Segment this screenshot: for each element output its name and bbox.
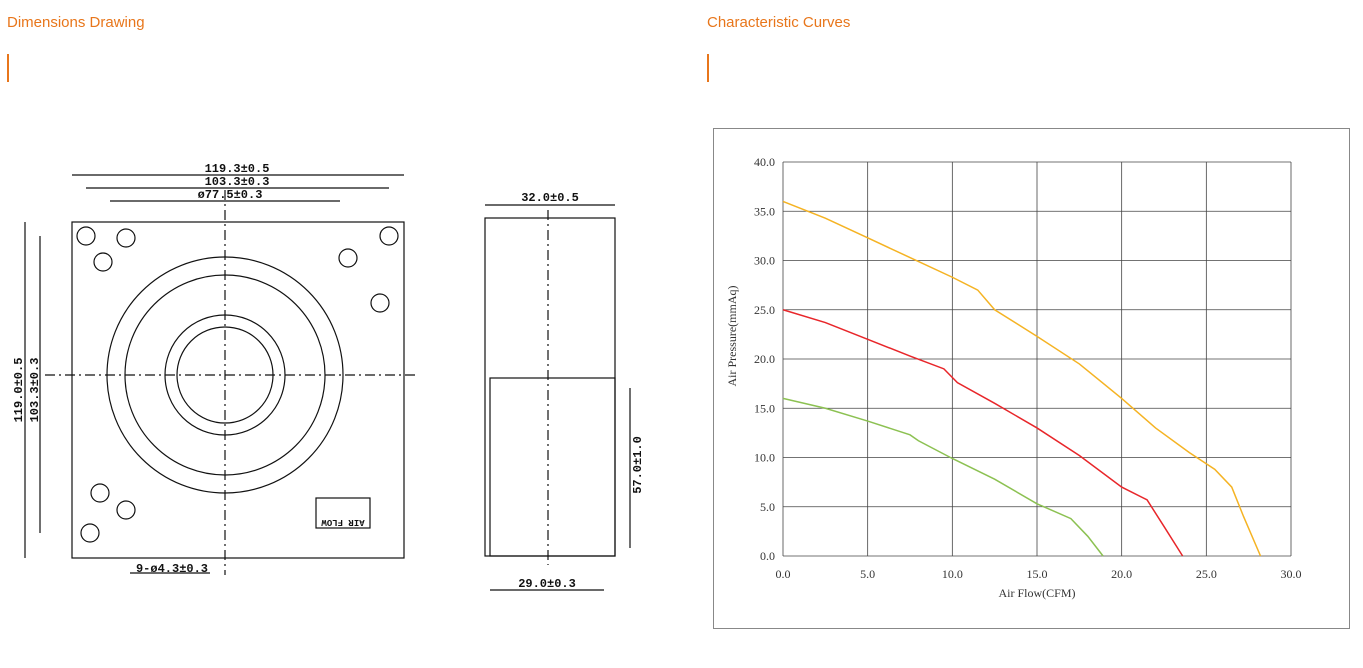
- dimensions-drawing: 119.3±0.5 103.3±0.3 ø77.5±0.3 119.0±0.5 …: [12, 162, 645, 591]
- hole: [379, 226, 399, 246]
- outline: [71, 221, 405, 559]
- hole: [80, 523, 100, 543]
- dim-label: ø77.5±0.3: [198, 188, 263, 202]
- x-tick-label: 25.0: [1196, 567, 1217, 581]
- hole: [93, 252, 113, 272]
- y-tick-label: 10.0: [754, 451, 775, 465]
- y-tick-label: 25.0: [754, 303, 775, 317]
- dim-label: 57.0±1.0: [631, 436, 645, 494]
- side-outlet: [489, 377, 616, 557]
- dim-label: 103.3±0.3: [28, 358, 42, 423]
- dim-label: 119.3±0.5: [205, 162, 270, 176]
- hole: [338, 248, 358, 268]
- hole: [76, 226, 96, 246]
- x-tick-label: 0.0: [776, 567, 791, 581]
- series-line: [782, 397, 1104, 557]
- dim-label: 29.0±0.3: [518, 577, 576, 591]
- y-tick-label: 35.0: [754, 204, 775, 218]
- y-tick-label: 30.0: [754, 254, 775, 268]
- y-tick-label: 20.0: [754, 352, 775, 366]
- accent-bar: [7, 54, 9, 82]
- section-title: Characteristic Curves: [707, 14, 851, 31]
- airflow-label: AIR FLOW: [321, 517, 365, 527]
- dim-label: 119.0±0.5: [12, 358, 26, 423]
- hole: [116, 228, 136, 248]
- x-tick-label: 5.0: [860, 567, 875, 581]
- dim-label: 103.3±0.3: [205, 175, 270, 189]
- y-tick-label: 40.0: [754, 155, 775, 169]
- x-axis-label: Air Flow(CFM): [998, 586, 1075, 600]
- chart-frame: [713, 128, 1350, 629]
- x-tick-label: 15.0: [1027, 567, 1048, 581]
- y-axis-label: Air Pressure(mmAq): [725, 286, 739, 387]
- chart: Air Flow(CFM) Air Pressure(mmAq) 0.0 5.0 1…: [713, 128, 1350, 629]
- x-tick-label: 30.0: [1281, 567, 1302, 581]
- dim-label: 9-ø4.3±0.3: [136, 562, 208, 576]
- y-tick-label: 15.0: [754, 401, 775, 415]
- section-title: Dimensions Drawing: [7, 14, 145, 31]
- series-line: [782, 200, 1262, 557]
- x-tick-label: 10.0: [942, 567, 963, 581]
- x-tick-label: 20.0: [1111, 567, 1132, 581]
- hole: [370, 293, 390, 313]
- accent-bar: [707, 54, 709, 82]
- hole: [90, 483, 110, 503]
- hole: [116, 500, 136, 520]
- side-outline: [484, 217, 616, 557]
- dim-label: 32.0±0.5: [521, 191, 579, 205]
- y-tick-label: 5.0: [760, 500, 775, 514]
- y-tick-label: 0.0: [760, 549, 775, 563]
- airflow-label-box: [315, 497, 371, 529]
- series-line: [782, 309, 1184, 557]
